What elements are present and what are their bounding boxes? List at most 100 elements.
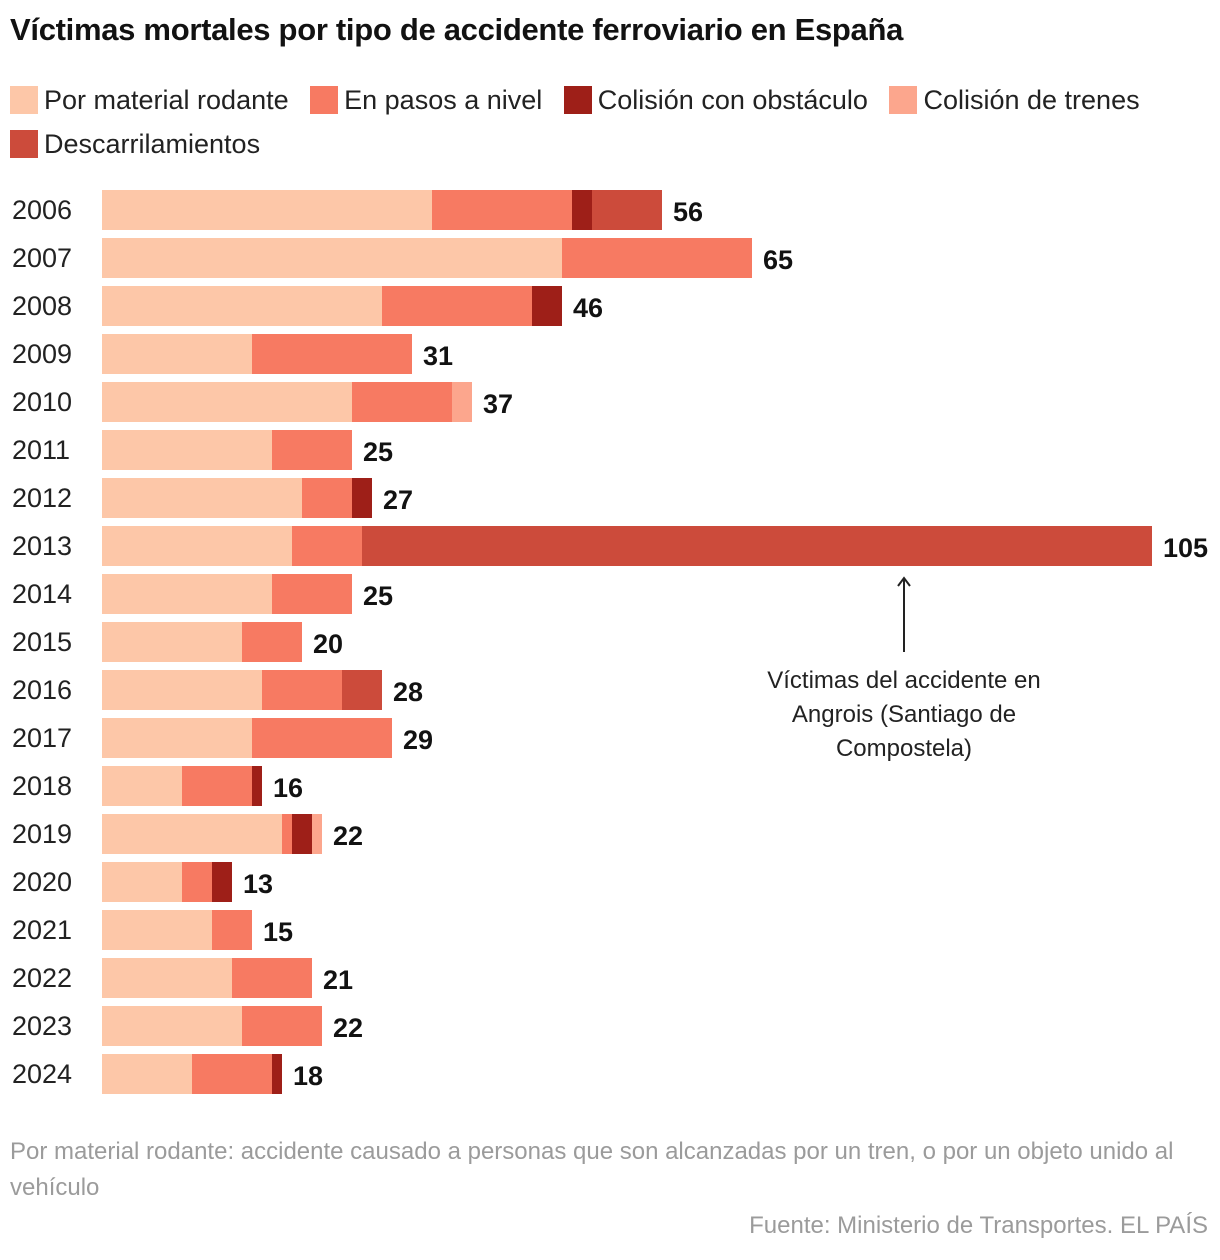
bar-segment (432, 190, 572, 230)
legend-label: Colisión con obstáculo (597, 85, 868, 115)
year-label: 2016 (12, 675, 72, 705)
legend-swatch (563, 86, 592, 114)
year-label: 2007 (12, 243, 72, 273)
bar-segment (292, 526, 362, 566)
bar-segment (352, 382, 452, 422)
bar-segment (252, 766, 262, 806)
bar-segment (242, 1006, 322, 1046)
bar-segment (212, 862, 232, 902)
bar-segment (102, 382, 352, 422)
total-label: 18 (293, 1061, 323, 1091)
annotation-text: Angrois (Santiago de (792, 701, 1016, 728)
bar-segment (592, 190, 662, 230)
legend: Por material rodante En pasos a nivel Co… (10, 78, 1200, 166)
legend-label: Colisión de trenes (923, 85, 1140, 115)
footnote: Por material rodante: accidente causado … (10, 1138, 1174, 1201)
total-label: 22 (333, 1013, 363, 1043)
bar-segment (382, 286, 532, 326)
bar-segment (182, 766, 252, 806)
bar-segment (102, 766, 182, 806)
bar-segment (102, 814, 282, 854)
bar-segment (272, 574, 352, 614)
total-label: 65 (763, 245, 793, 275)
year-label: 2012 (12, 483, 72, 513)
year-label: 2019 (12, 819, 72, 849)
year-label: 2018 (12, 771, 72, 801)
year-label: 2020 (12, 867, 72, 897)
year-label: 2009 (12, 339, 72, 369)
bar-segment (312, 814, 322, 854)
total-label: 25 (363, 581, 393, 611)
total-label: 28 (393, 677, 423, 707)
legend-swatch (310, 86, 339, 114)
bar-segment (102, 910, 212, 950)
stacked-bar-chart: 2006 56 2007 65 2008 46 2009 31 2010 37 2011 25 2012… (12, 190, 1208, 1094)
bar-segment (302, 478, 352, 518)
legend-item-descarrilamientos: Descarrilamientos (10, 122, 260, 166)
total-label: 22 (333, 821, 363, 851)
bar-segment (212, 910, 252, 950)
total-label: 20 (313, 629, 343, 659)
total-label: 13 (243, 869, 273, 899)
year-label: 2021 (12, 915, 72, 945)
source-credit: Fuente: Ministerio de Transportes. EL PA… (749, 1212, 1208, 1239)
bar-segment (102, 478, 302, 518)
legend-swatch (10, 86, 38, 114)
legend-item-pasos-a-nivel: En pasos a nivel (310, 78, 542, 122)
year-label: 2023 (12, 1011, 72, 1041)
bar-segment (232, 958, 312, 998)
legend-item-colision-trenes: Colisión de trenes (889, 78, 1140, 122)
bar-segment (102, 862, 182, 902)
total-label: 15 (263, 917, 293, 947)
chart-title: Víctimas mortales por tipo de accidente … (10, 12, 904, 47)
bar-segment (102, 670, 262, 710)
bar-segment (102, 430, 272, 470)
bar-segment (102, 238, 562, 278)
total-label: 27 (383, 485, 413, 515)
bar-segment (102, 334, 252, 374)
total-label: 31 (423, 341, 453, 371)
bar-segment (352, 478, 372, 518)
legend-swatch (10, 130, 38, 158)
total-label: 21 (323, 965, 353, 995)
bar-segment (282, 814, 292, 854)
year-label: 2006 (12, 195, 72, 225)
legend-label: Descarrilamientos (44, 129, 261, 159)
total-label: 25 (363, 437, 393, 467)
bar-segment (102, 286, 382, 326)
total-label: 56 (673, 197, 703, 227)
bar-segment (102, 718, 252, 758)
total-label: 46 (573, 293, 603, 323)
bar-segment (102, 526, 292, 566)
bar-segment (452, 382, 472, 422)
total-label: 37 (483, 389, 513, 419)
bar-segment (572, 190, 592, 230)
bar-segment (102, 1006, 242, 1046)
year-label: 2010 (12, 387, 72, 417)
total-label: 29 (403, 725, 433, 755)
bar-segment (182, 862, 212, 902)
legend-label: Por material rodante (44, 85, 289, 115)
annotation-text: Compostela) (836, 735, 972, 762)
annotation-text: Víctimas del accidente en (767, 667, 1040, 694)
bar-segment (192, 1054, 272, 1094)
annotation-arrow-head (897, 576, 911, 587)
bar-segment (252, 334, 412, 374)
bar-segment (292, 814, 312, 854)
year-label: 2015 (12, 627, 72, 657)
total-label: 105 (1163, 533, 1208, 563)
year-label: 2013 (12, 531, 72, 561)
year-label: 2024 (12, 1059, 72, 1089)
bar-segment (272, 1054, 282, 1094)
legend-item-material-rodante: Por material rodante (10, 78, 289, 122)
bar-segment (242, 622, 302, 662)
bar-segment (272, 430, 352, 470)
total-label: 16 (273, 773, 303, 803)
bar-segment (102, 574, 272, 614)
bar-segment (362, 526, 1152, 566)
legend-label: En pasos a nivel (344, 85, 543, 115)
bar-segment (532, 286, 562, 326)
bar-segment (342, 670, 382, 710)
bar-segment (102, 622, 242, 662)
bar-segment (262, 670, 342, 710)
